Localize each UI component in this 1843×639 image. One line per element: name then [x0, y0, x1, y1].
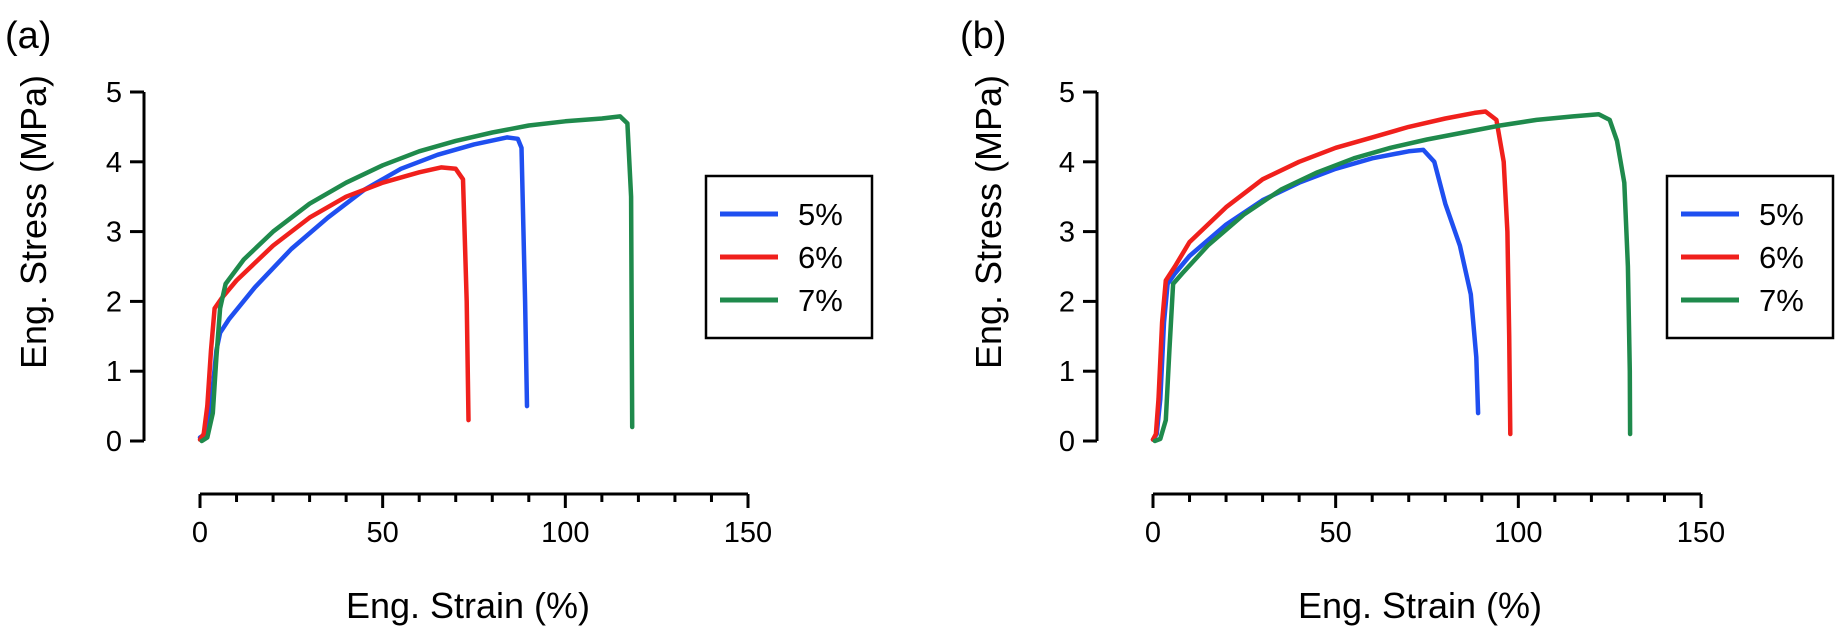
x-axis-title-a: Eng. Strain (%)	[346, 585, 590, 626]
legend-label-5pct-b: 5%	[1759, 197, 1804, 232]
x-tick-label-a: 150	[724, 517, 772, 549]
x-tick-label-b: 150	[1677, 517, 1725, 549]
series-line-6pct-b	[1150, 109, 1513, 442]
x-tick-label-a: 100	[541, 517, 589, 549]
series-line-5pct-a	[197, 135, 530, 440]
x-tick-label-b: 0	[1145, 517, 1161, 549]
y-axis-a: 0 1 2 3 4 5	[106, 77, 146, 458]
y-tick-label-b: 1	[1059, 356, 1075, 388]
y-axis-title-b: Eng. Stress (MPa)	[968, 75, 1009, 369]
y-tick-label-a: 1	[106, 356, 122, 388]
y-tick-label-a: 3	[106, 217, 122, 249]
y-tick-label-b: 3	[1059, 217, 1075, 249]
y-tick-label-b: 2	[1059, 286, 1075, 318]
legend-label-7pct-b: 7%	[1759, 283, 1804, 318]
legend-b: 5% 6% 7%	[1665, 174, 1835, 340]
legend-label-6pct-a: 6%	[798, 240, 843, 275]
y-axis-b: 0 1 2 3 4 5	[1059, 77, 1099, 458]
panel-label-a: (a)	[5, 15, 51, 57]
series-line-5pct-b	[1150, 147, 1481, 442]
series-line-6pct-a	[197, 165, 471, 442]
legend-label-7pct-a: 7%	[798, 283, 843, 318]
x-axis-b: 0 50 100 150	[1145, 492, 1725, 549]
y-tick-label-a: 5	[106, 77, 122, 109]
x-tick-label-b: 100	[1494, 517, 1542, 549]
y-axis-title-a: Eng. Stress (MPa)	[13, 75, 54, 369]
panel-label-b: (b)	[960, 15, 1006, 57]
y-tick-label-b: 0	[1059, 426, 1075, 458]
y-tick-label-a: 2	[106, 286, 122, 318]
x-axis-title-b: Eng. Strain (%)	[1298, 585, 1542, 626]
legend-label-5pct-a: 5%	[798, 197, 843, 232]
x-axis-a: 0 50 100 150	[192, 492, 772, 549]
x-tick-label-a: 0	[192, 517, 208, 549]
x-tick-label-b: 50	[1320, 517, 1352, 549]
y-tick-label-a: 0	[106, 426, 122, 458]
series-line-7pct-b	[1152, 112, 1633, 444]
plot-area-a	[197, 114, 635, 444]
legend-a: 5% 6% 7%	[704, 174, 874, 340]
y-tick-label-b: 4	[1059, 147, 1075, 179]
y-tick-label-a: 4	[106, 147, 122, 179]
panel-b: (b) Eng. Stress (MPa) Eng. Strain (%) 0 1…	[960, 15, 1835, 626]
y-tick-label-b: 5	[1059, 77, 1075, 109]
x-tick-label-a: 50	[367, 517, 399, 549]
series-line-7pct-a	[199, 114, 635, 444]
legend-label-6pct-b: 6%	[1759, 240, 1804, 275]
panel-a: (a) Eng. Stress (MPa) Eng. Strain (%) 0 1…	[5, 15, 874, 626]
plot-area-b	[1150, 109, 1633, 444]
